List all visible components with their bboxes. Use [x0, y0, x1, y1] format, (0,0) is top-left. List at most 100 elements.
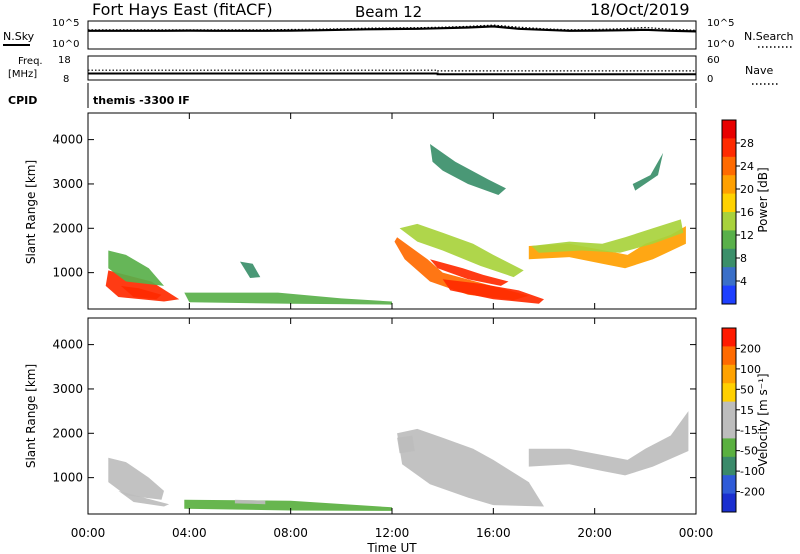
power-colorbar-tick-label: 8	[740, 252, 747, 265]
velocity-colorbar-tick-label: -200	[740, 486, 765, 499]
freq-label: Freq.	[18, 56, 43, 67]
power-region	[430, 144, 506, 195]
freq-tick-bottom: 8	[63, 74, 69, 85]
beam-label: Beam 12	[355, 3, 422, 21]
noise-left-tick-top: 10^5	[52, 18, 79, 29]
velocity-colorbar-frame	[721, 327, 737, 513]
power-region	[430, 259, 509, 286]
velocity-ytick-label: 3000	[52, 382, 83, 396]
velocity-region	[108, 457, 164, 500]
velocity-colorbar-tick-label: -100	[740, 465, 765, 478]
time-tick-label: 00:00	[679, 526, 714, 540]
time-tick-label: 16:00	[476, 526, 511, 540]
power-ytick-label: 4000	[52, 133, 83, 147]
velocity-heatmap	[108, 411, 689, 511]
velocity-y-axis: 4000 3000 2000 1000	[52, 338, 696, 485]
noise-right-tick-top: 10^5	[707, 18, 734, 29]
x-axis-label: Time UT	[366, 541, 417, 554]
cpid-label: CPID	[8, 94, 37, 107]
power-region	[108, 250, 164, 286]
power-colorbar-swatch	[722, 212, 736, 231]
noise-panel: N.Sky 10^5 10^0 10^5 10^0 N.Search	[3, 18, 794, 50]
velocity-region	[234, 499, 266, 505]
cpid-row: CPID themis -3300 IF	[8, 83, 697, 108]
power-colorbar-swatch	[722, 230, 736, 250]
power-heatmap	[105, 144, 686, 305]
velocity-y-label: Slant Range [km]	[24, 364, 38, 468]
noise-left-tick-bottom: 10^0	[52, 39, 79, 50]
time-tick-label: 04:00	[172, 526, 207, 540]
power-colorbar-tick-label: 4	[740, 275, 747, 288]
power-region	[528, 226, 686, 269]
noise-line-sky	[88, 25, 697, 33]
velocity-colorbar-tick-label: 100	[740, 363, 761, 376]
velocity-colorbar-label: Velocity [m s⁻¹]	[756, 373, 770, 466]
velocity-panel-frame	[87, 317, 697, 515]
velocity-region	[184, 499, 392, 511]
power-ytick-label: 2000	[52, 221, 83, 235]
velocity-panel: 4000 3000 2000 1000 Slant Range [km] 200 100…	[24, 317, 770, 515]
velocity-colorbar-swatch	[722, 401, 736, 421]
time-tick-label: 08:00	[273, 526, 308, 540]
velocity-colorbar-swatch	[722, 364, 736, 384]
time-tick-label: 00:00	[71, 526, 106, 540]
nave-label: Nave	[745, 64, 773, 77]
power-region	[184, 292, 392, 305]
frequency-series-group	[88, 69, 696, 76]
power-colorbar-tick-label: 20	[740, 183, 754, 196]
velocity-colorbar-swatch	[722, 383, 736, 403]
power-colorbar-tick-label: 24	[740, 160, 754, 173]
noise-right-label: N.Search	[744, 30, 794, 43]
velocity-colorbar-tick-label: -15	[740, 424, 758, 437]
time-tick-label: 12:00	[375, 526, 410, 540]
velocity-colorbar-swatch	[722, 475, 736, 495]
power-colorbar-tick-label: 28	[740, 137, 754, 150]
frequency-panel: Freq. [MHz] 18 8 60 0 Nave	[8, 55, 778, 85]
power-colorbar-swatch	[722, 175, 736, 195]
power-colorbar-tick-label: 16	[740, 206, 754, 219]
power-colorbar-swatch	[722, 138, 736, 158]
power-colorbar-swatch	[722, 285, 736, 305]
velocity-colorbar-tick-label: 200	[740, 342, 761, 355]
velocity-region	[397, 435, 415, 454]
velocity-colorbar-swatch	[722, 328, 736, 347]
noise-panel-frame	[87, 20, 697, 50]
freq-line-nave	[88, 69, 696, 72]
power-panel-frame	[87, 112, 697, 310]
noise-series-group	[88, 24, 697, 33]
freq-unit-label: [MHz]	[8, 69, 37, 80]
freq-line-frequency	[88, 72, 696, 76]
power-ytick-label: 1000	[52, 266, 83, 280]
velocity-colorbar: 200 100 50 15 -15 -50 -100 -200	[721, 327, 765, 513]
power-colorbar-swatch	[722, 267, 736, 287]
power-colorbar-swatch	[722, 193, 736, 213]
power-region	[531, 219, 684, 253]
frequency-panel-frame	[87, 55, 697, 81]
velocity-ytick-label: 4000	[52, 338, 83, 352]
velocity-region	[118, 490, 170, 507]
velocity-colorbar-tick-label: 50	[740, 383, 754, 396]
power-region	[632, 152, 664, 191]
velocity-colorbar-swatch	[722, 456, 736, 476]
power-y-label: Slant Range [km]	[24, 160, 38, 264]
velocity-colorbar-tick-label: 15	[740, 404, 754, 417]
cpid-value: themis -3300 IF	[93, 94, 190, 107]
power-colorbar-swatch	[722, 248, 736, 268]
power-colorbar-tick-label: 12	[740, 229, 754, 242]
power-colorbar: 28 24 20 16 12 8 4	[721, 119, 754, 305]
nave-tick-top: 60	[707, 55, 720, 66]
date-label: 18/Oct/2019	[590, 0, 690, 19]
power-colorbar-swatch	[722, 156, 736, 176]
velocity-colorbar-swatch	[722, 346, 736, 366]
power-panel: 4000 3000 2000 1000 Slant Range [km] 28 24 20…	[24, 112, 770, 310]
velocity-colorbar-swatch	[722, 438, 736, 458]
noise-right-tick-bottom: 10^0	[707, 39, 734, 50]
power-region	[399, 223, 524, 278]
power-y-axis: 4000 3000 2000 1000	[52, 133, 696, 280]
velocity-colorbar-swatch	[722, 420, 736, 439]
velocity-ytick-label: 2000	[52, 426, 83, 440]
power-region	[442, 279, 544, 304]
plot-title: Fort Hays East (fitACF)	[92, 0, 273, 19]
power-region	[120, 285, 162, 300]
